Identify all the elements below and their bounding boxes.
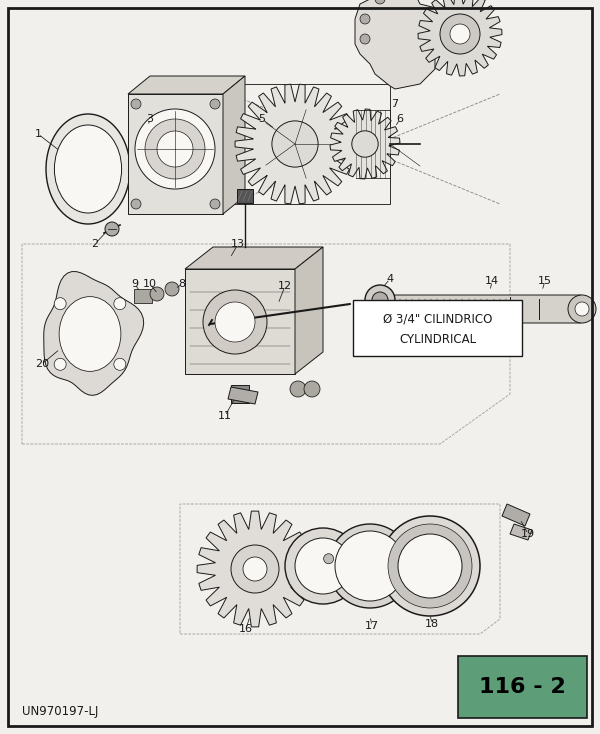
Text: 12: 12	[278, 281, 292, 291]
Text: 18: 18	[425, 619, 439, 629]
Text: 2: 2	[91, 239, 98, 249]
Circle shape	[54, 298, 66, 310]
Circle shape	[568, 295, 596, 323]
Text: 14: 14	[485, 276, 499, 286]
Text: 7: 7	[391, 99, 398, 109]
Circle shape	[328, 524, 412, 608]
Circle shape	[365, 285, 395, 315]
Text: 6: 6	[397, 114, 404, 124]
Polygon shape	[418, 0, 502, 76]
Circle shape	[406, 553, 416, 564]
Circle shape	[272, 121, 318, 167]
Text: UN970197-LJ: UN970197-LJ	[22, 705, 98, 719]
Circle shape	[210, 99, 220, 109]
Text: 8: 8	[178, 279, 185, 289]
Polygon shape	[228, 387, 258, 404]
Text: 20: 20	[35, 359, 49, 369]
Circle shape	[450, 24, 470, 44]
Circle shape	[360, 34, 370, 44]
FancyBboxPatch shape	[353, 300, 522, 356]
Circle shape	[105, 222, 119, 236]
Circle shape	[290, 381, 306, 397]
Text: 5: 5	[259, 114, 265, 124]
Ellipse shape	[59, 297, 121, 371]
Circle shape	[165, 282, 179, 296]
Circle shape	[285, 528, 361, 604]
FancyBboxPatch shape	[231, 385, 249, 403]
Circle shape	[203, 290, 267, 354]
Circle shape	[233, 547, 277, 591]
Circle shape	[54, 358, 66, 371]
Circle shape	[145, 119, 205, 179]
Text: 15: 15	[538, 276, 552, 286]
Text: 4: 4	[386, 274, 394, 284]
Text: 1: 1	[35, 129, 41, 139]
Polygon shape	[330, 109, 400, 179]
Circle shape	[131, 199, 141, 209]
Text: 116 - 2: 116 - 2	[479, 677, 565, 697]
Circle shape	[443, 18, 476, 51]
Circle shape	[304, 381, 320, 397]
Text: 3: 3	[146, 114, 154, 124]
Circle shape	[210, 199, 220, 209]
Circle shape	[375, 0, 385, 4]
Text: Ø 3/4" CILINDRICO: Ø 3/4" CILINDRICO	[383, 312, 492, 325]
Polygon shape	[510, 524, 532, 540]
Circle shape	[295, 538, 351, 594]
Circle shape	[114, 298, 126, 310]
Polygon shape	[128, 76, 245, 94]
Circle shape	[243, 557, 267, 581]
Polygon shape	[185, 247, 323, 269]
FancyBboxPatch shape	[458, 656, 587, 718]
FancyBboxPatch shape	[237, 189, 253, 203]
Text: 11: 11	[218, 411, 232, 421]
Circle shape	[352, 131, 378, 157]
Circle shape	[114, 358, 126, 371]
Text: 16: 16	[239, 624, 253, 634]
Polygon shape	[295, 247, 323, 374]
Circle shape	[323, 553, 334, 564]
Polygon shape	[128, 94, 223, 214]
Polygon shape	[44, 272, 143, 396]
Circle shape	[575, 302, 589, 316]
Circle shape	[388, 524, 472, 608]
Circle shape	[360, 14, 370, 24]
Polygon shape	[223, 76, 245, 214]
Text: CYLINDRICAL: CYLINDRICAL	[399, 333, 476, 346]
Circle shape	[380, 516, 480, 616]
Text: 9: 9	[131, 279, 139, 289]
Circle shape	[150, 287, 164, 301]
Circle shape	[231, 545, 279, 593]
Circle shape	[131, 99, 141, 109]
Circle shape	[440, 14, 480, 54]
Polygon shape	[197, 511, 313, 627]
Circle shape	[157, 131, 193, 167]
FancyBboxPatch shape	[134, 289, 152, 303]
Polygon shape	[502, 504, 530, 526]
Text: 17: 17	[365, 621, 379, 631]
Circle shape	[135, 109, 215, 189]
Polygon shape	[185, 269, 295, 374]
Circle shape	[215, 302, 255, 342]
Polygon shape	[235, 84, 355, 204]
FancyBboxPatch shape	[393, 295, 582, 323]
Circle shape	[372, 292, 388, 308]
Polygon shape	[355, 0, 445, 89]
Circle shape	[335, 531, 405, 601]
Text: 10: 10	[143, 279, 157, 289]
Ellipse shape	[55, 125, 122, 213]
Text: 19: 19	[521, 529, 535, 539]
Circle shape	[398, 534, 462, 598]
Ellipse shape	[46, 114, 130, 224]
Text: 13: 13	[231, 239, 245, 249]
